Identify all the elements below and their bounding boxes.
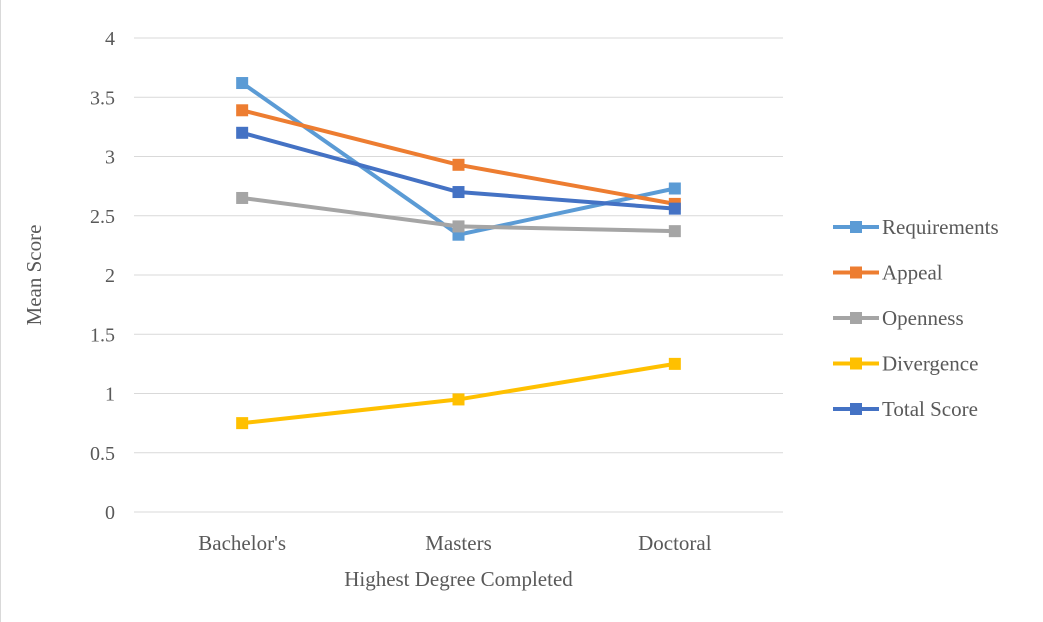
data-point-marker	[236, 77, 249, 90]
legend-swatch-marker	[850, 266, 862, 279]
data-point-marker	[668, 357, 681, 370]
data-point-marker	[236, 126, 249, 139]
legend-swatch-marker	[850, 357, 862, 370]
series-divergence	[236, 357, 681, 430]
data-point-marker	[668, 202, 681, 215]
legend-swatch-marker	[850, 312, 862, 324]
legend-swatch-marker	[850, 403, 862, 415]
y-tick-label: 2.5	[90, 206, 115, 228]
y-tick-label: 4	[105, 28, 115, 50]
legend-item: Total Score	[833, 397, 978, 421]
legend-label: Total Score	[882, 397, 978, 421]
y-tick-label: 2	[105, 265, 115, 287]
y-tick-label: 1.5	[90, 324, 115, 346]
series-lines	[236, 77, 681, 430]
x-axis-title: Highest Degree Completed	[344, 567, 573, 591]
data-point-marker	[236, 417, 249, 430]
data-point-marker	[236, 191, 249, 204]
series-openness	[236, 191, 681, 238]
series-total-score	[236, 126, 681, 215]
gridlines	[134, 37, 783, 513]
legend-item: Divergence	[833, 352, 978, 376]
legend-label: Appeal	[882, 261, 943, 285]
y-axis-title: Mean Score	[22, 225, 46, 326]
data-point-marker	[452, 393, 465, 406]
legend-swatch-marker	[850, 221, 862, 233]
legend: Requirements Appeal Openness Divergence Tota…	[833, 215, 999, 421]
x-category-label: Doctoral	[638, 531, 712, 555]
y-tick-label: 0	[105, 502, 115, 524]
legend-label: Requirements	[882, 215, 999, 239]
data-point-marker	[452, 186, 465, 199]
legend-label: Divergence	[882, 352, 978, 376]
x-axis-categories: Bachelor's Masters Doctoral	[198, 531, 711, 555]
y-tick-label: 0.5	[90, 443, 115, 465]
legend-item: Openness	[833, 306, 964, 330]
legend-item: Appeal	[833, 261, 943, 285]
x-category-label: Bachelor's	[198, 531, 286, 555]
legend-label: Openness	[882, 306, 964, 330]
x-category-label: Masters	[425, 531, 492, 555]
y-axis-ticks: 0 0.5 1 1.5 2 2.5 3 3.5 4	[90, 28, 115, 524]
data-point-marker	[236, 104, 249, 117]
data-point-marker	[668, 225, 681, 238]
y-tick-label: 3.5	[90, 87, 115, 109]
legend-item: Requirements	[833, 215, 999, 239]
y-tick-label: 3	[105, 147, 115, 169]
data-point-marker	[452, 158, 465, 171]
data-point-marker	[452, 220, 465, 233]
data-point-marker	[668, 182, 681, 195]
y-tick-label: 1	[105, 384, 115, 406]
